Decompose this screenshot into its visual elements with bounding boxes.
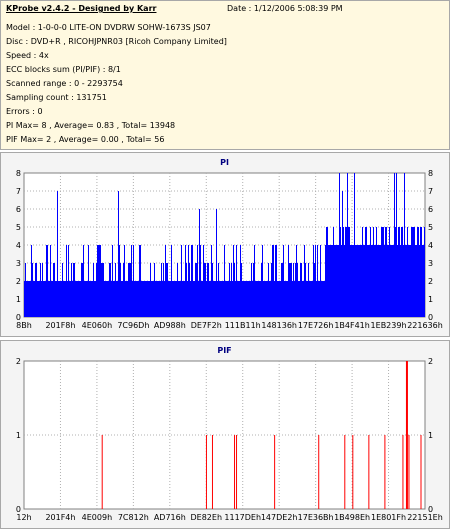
pi-xtick-label: 7C96Dh <box>117 321 149 330</box>
pi-xtick-label: 17E726h <box>298 321 334 330</box>
pif-xtick-label: DE82Eh <box>191 513 223 522</box>
pif-chart-panel: PIF 0 0 1 1 2 2 12h 201F4h 4E009h 7C812h AD716h DE82… <box>0 340 450 529</box>
pif-ytick-right: 2 <box>428 357 433 366</box>
pi-bars <box>24 173 425 317</box>
pif-xtick-label: 147DE2h <box>261 513 298 522</box>
pif-xtick-label: 1117DEh <box>224 513 261 522</box>
pi-ytick-right: 7 <box>428 187 433 196</box>
pi-ytick-left: 2 <box>16 277 21 286</box>
pif-chart-title: PIF <box>217 346 231 355</box>
pi-xtick-label: 111B11h <box>225 321 261 330</box>
pi-xtick-label: 201F8h <box>45 321 75 330</box>
pi-ytick-right: 2 <box>428 277 433 286</box>
info-ecc: ECC blocks sum (PI/PIF) : 8/1 <box>6 65 121 74</box>
app-title: KProbe v2.4.2 - Designed by Karr <box>6 4 157 13</box>
pif-xtick-label: 4E009h <box>82 513 112 522</box>
pif-ytick-left: 1 <box>16 431 21 440</box>
pi-xtick-label: AD988h <box>154 321 186 330</box>
pi-ytick-right: 4 <box>428 241 433 250</box>
pi-xtick-label: DE7F2h <box>191 321 222 330</box>
pif-ytick-left: 2 <box>16 357 21 366</box>
pi-xtick-label: 221636h <box>407 321 443 330</box>
pif-xtick-label: AD716h <box>154 513 186 522</box>
info-range: Scanned range : 0 - 2293754 <box>6 79 123 88</box>
info-pi-stats: PI Max= 8 , Average= 0.83 , Total= 13948 <box>6 121 176 130</box>
pi-ytick-left: 0 <box>16 313 21 322</box>
pi-ytick-right: 0 <box>428 313 433 322</box>
pi-ytick-left: 1 <box>16 295 21 304</box>
pi-ytick-right: 3 <box>428 259 433 268</box>
pi-ytick-left: 4 <box>16 241 21 250</box>
pif-ytick-right: 0 <box>428 505 433 514</box>
pi-chart: PI 0 0 1 1 2 2 3 3 4 4 5 5 6 6 7 7 8 8 8Bh 201F8h 4E060h 7C96D… <box>16 158 443 330</box>
info-pif-stats: PIF Max= 2 , Average= 0.00 , Total= 56 <box>6 135 165 144</box>
pi-ytick-right: 6 <box>428 205 433 214</box>
pif-xtick-label: 1B498Eh <box>334 513 370 522</box>
pif-xtick-label: 22151Eh <box>407 513 443 522</box>
pif-xtick-label: 1E801Fh <box>371 513 406 522</box>
pif-xtick-label: 201F4h <box>45 513 75 522</box>
info-disc: Disc : DVD+R , RICOHJPNR03 [Ricoh Compan… <box>6 37 227 46</box>
pi-xtick-label: 8Bh <box>16 321 32 330</box>
pi-ytick-right: 5 <box>428 223 433 232</box>
info-errors: Errors : 0 <box>6 107 43 116</box>
info-speed: Speed : 4x <box>6 51 49 60</box>
pi-xtick-label: 4E060h <box>82 321 112 330</box>
pi-xtick-label: 1EB239h <box>371 321 407 330</box>
pi-ytick-right: 8 <box>428 169 433 178</box>
pi-xtick-label: 1B4F41h <box>334 321 370 330</box>
pi-ytick-left: 7 <box>16 187 21 196</box>
pif-ytick-right: 1 <box>428 431 433 440</box>
pi-chart-title: PI <box>220 158 229 167</box>
pi-ytick-right: 1 <box>428 295 433 304</box>
info-panel: KProbe v2.4.2 - Designed by Karr Date : … <box>0 0 450 150</box>
pif-ytick-left: 0 <box>16 505 21 514</box>
pi-xtick-label: 148136h <box>261 321 297 330</box>
pi-ytick-left: 6 <box>16 205 21 214</box>
pi-ytick-left: 5 <box>16 223 21 232</box>
pif-xtick-label: 12h <box>16 513 31 522</box>
pi-ytick-left: 3 <box>16 259 21 268</box>
info-model: Model : 1-0-0-0 LITE-ON DVDRW SOHW-1673S… <box>6 23 211 32</box>
pif-chart: PIF 0 0 1 1 2 2 12h 201F4h 4E009h 7C812h AD716h DE82… <box>16 346 443 522</box>
scan-date: Date : 1/12/2006 5:08:39 PM <box>227 4 343 13</box>
pi-ytick-left: 8 <box>16 169 21 178</box>
pif-xtick-label: 7C812h <box>118 513 149 522</box>
pi-chart-panel: PI 0 0 1 1 2 2 3 3 4 4 5 5 6 6 7 7 8 8 8Bh 201F8h 4E060h 7C96D… <box>0 152 450 337</box>
info-sampling: Sampling count : 131751 <box>6 93 107 102</box>
pif-xtick-label: 17E36Bh <box>298 513 334 522</box>
